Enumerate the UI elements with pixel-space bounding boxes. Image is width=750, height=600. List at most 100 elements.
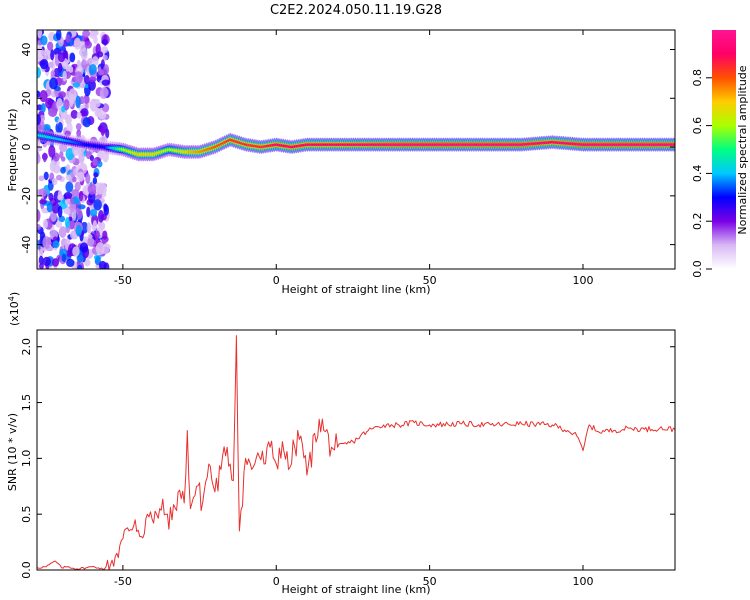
noise-blob <box>51 178 58 186</box>
noise-blob <box>57 205 63 218</box>
noise-blob <box>88 76 97 83</box>
noise-blob <box>37 114 41 126</box>
noise-blob <box>101 39 109 45</box>
noise-blob <box>88 79 96 91</box>
noise-blob <box>57 52 66 63</box>
colorbar-ticks: 0.0 0.2 0.4 0.6 0.8 <box>691 69 712 278</box>
noise-blob <box>89 31 96 39</box>
noise-blob <box>39 262 44 269</box>
noise-blob <box>72 196 80 205</box>
noise-blob <box>95 43 101 56</box>
noise-blob <box>77 204 86 210</box>
noise-blob <box>65 34 71 43</box>
snr-y-tick-label: 1.5 <box>20 394 33 412</box>
noise-blob <box>86 222 92 234</box>
noise-blob <box>55 30 62 41</box>
noise-blob <box>57 62 63 73</box>
snr-multiplier-label: (x104) <box>7 292 21 326</box>
noise-blob <box>43 123 51 132</box>
snr-x-tick-label: -50 <box>114 575 132 588</box>
spectrogram-noise <box>37 30 111 269</box>
noise-blob <box>39 199 48 205</box>
noise-blob <box>98 110 107 120</box>
noise-blob <box>78 190 84 202</box>
noise-blob <box>99 87 109 98</box>
noise-blob <box>40 102 46 113</box>
noise-blob <box>87 183 97 195</box>
noise-blob <box>56 97 63 111</box>
noise-blob <box>38 175 45 182</box>
noise-blob <box>48 145 56 158</box>
noise-blob <box>57 189 63 201</box>
snr-frame <box>36 329 676 571</box>
noise-blob <box>48 109 58 117</box>
noise-blob <box>42 236 51 249</box>
noise-blob <box>84 103 89 110</box>
snr-background <box>37 330 675 570</box>
noise-blob <box>42 152 47 163</box>
noise-blob <box>38 255 44 266</box>
spectrogram-ridge <box>37 127 675 162</box>
noise-blob <box>71 189 80 198</box>
noise-blob <box>57 122 63 133</box>
snr-x-axis-label: Height of straight line (km) <box>281 583 430 596</box>
noise-blob <box>37 209 41 223</box>
noise-blob <box>39 114 46 122</box>
noise-blob <box>82 117 92 128</box>
noise-blob <box>79 242 89 253</box>
noise-blob <box>58 91 66 98</box>
noise-blob <box>75 123 82 131</box>
snr-x-tick-label: 0 <box>273 575 280 588</box>
snr-plot: -50 0 50 100 0.0 0.5 1.0 1.5 2.0 <box>20 329 676 588</box>
noise-blob <box>92 177 98 185</box>
noise-blob <box>73 37 81 50</box>
snr-x-ticks: -50 0 50 100 <box>114 330 593 588</box>
noise-blob <box>87 237 95 247</box>
noise-blob <box>102 243 110 255</box>
noise-blob <box>72 82 81 88</box>
noise-blob <box>95 255 101 262</box>
noise-blob <box>95 242 105 256</box>
noise-blob <box>37 152 41 165</box>
spectrogram-y-tick-label: 0 <box>20 144 33 151</box>
snr-y-tick-label: 2.0 <box>20 338 33 356</box>
noise-blob <box>47 41 54 51</box>
noise-blob <box>43 171 49 181</box>
noise-blob <box>92 99 101 108</box>
colorbar-tick-label: 0.4 <box>691 165 704 183</box>
noise-blob <box>93 199 102 211</box>
noise-blob <box>86 206 91 218</box>
spectrogram-frame <box>36 29 676 270</box>
noise-blob <box>98 183 105 194</box>
noise-blob <box>48 61 54 68</box>
noise-blob <box>64 217 70 229</box>
spectrogram-y-ticks: -40 -20 0 20 40 <box>20 43 675 254</box>
noise-blob <box>92 158 98 166</box>
noise-blob <box>72 176 77 183</box>
colorbar-tick-label: 0.6 <box>691 117 704 135</box>
noise-blob <box>66 258 75 268</box>
noise-blob <box>38 188 48 197</box>
noise-blob <box>98 209 104 223</box>
noise-blob <box>55 174 63 181</box>
noise-blob <box>84 40 92 49</box>
snr-y-tick-label: 1.0 <box>20 450 33 468</box>
noise-blob <box>37 30 43 39</box>
noise-blob <box>75 95 81 109</box>
spectrogram-y-tick-label: 40 <box>20 43 33 57</box>
noise-blob <box>78 151 85 164</box>
spectrogram-y-tick-label: 20 <box>20 91 33 105</box>
noise-blob <box>50 49 55 61</box>
noise-blob <box>50 70 56 77</box>
noise-blob <box>95 194 102 200</box>
noise-blob <box>40 35 48 46</box>
spectrogram-x-tick-label: -50 <box>114 274 132 287</box>
ridge-segment <box>672 143 675 147</box>
noise-blob <box>101 79 110 86</box>
noise-blob <box>42 219 48 229</box>
spectrogram-x-axis-label: Height of straight line (km) <box>281 283 430 296</box>
noise-blob <box>74 71 83 85</box>
noise-blob <box>76 253 84 263</box>
noise-blob <box>85 173 91 184</box>
